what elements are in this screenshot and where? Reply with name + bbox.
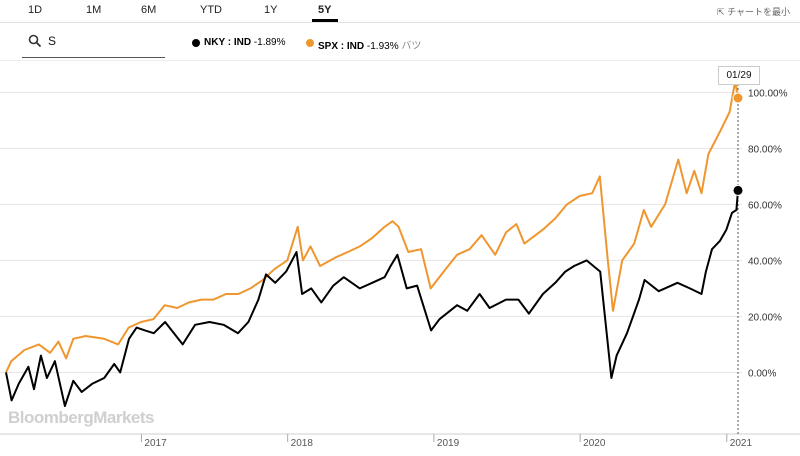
tab-1d[interactable]: 1D: [28, 4, 43, 16]
y-tick-label: 0.00%: [748, 368, 776, 379]
legend-spx-dot: [306, 39, 314, 47]
x-tick-label: 2017: [144, 438, 167, 449]
legend-nky-dot: [192, 39, 200, 47]
x-tick-label: 2019: [437, 438, 460, 449]
y-tick-label: 20.00%: [748, 312, 782, 323]
bloomberg-markets-watermark: BloombergMarkets: [8, 408, 154, 427]
header-divider: [0, 60, 800, 61]
search-icon: [28, 34, 42, 48]
crosshair-date-label: 01/29: [718, 66, 760, 85]
search-input-value: S: [48, 34, 57, 48]
y-tick-label: 60.00%: [748, 200, 782, 211]
minimize-chart-button[interactable]: ⇱ チャートを最小: [717, 5, 790, 18]
axis-layer: 0.00% 20.00% 40.00% 60.00% 80.00% 100.00% 2017…: [0, 84, 800, 449]
legend-nky-change: -1.89%: [253, 37, 286, 48]
legend-nky-label: NKY : IND: [204, 37, 252, 48]
tab-1y[interactable]: 1Y: [264, 4, 278, 16]
tab-1m[interactable]: 1M: [86, 4, 102, 16]
legend-spx-remove-button[interactable]: バツ: [401, 41, 422, 52]
range-tabbar: 1D 1M 6M YTD 1Y 5Y ⇱ チャートを最小: [0, 0, 800, 23]
legend-spx-label: SPX : IND: [318, 41, 365, 52]
active-tab-indicator: [312, 19, 338, 22]
legend-spx-change: -1.93%: [366, 41, 399, 52]
y-tick-label: 100.00%: [748, 88, 788, 99]
spx-last-point: [732, 92, 744, 104]
nky-last-point: [732, 184, 744, 196]
x-tick-label: 2020: [583, 438, 606, 449]
y-tick-label: 80.00%: [748, 144, 782, 155]
spx-series-line: [5, 80, 739, 373]
tab-6m[interactable]: 6M: [141, 4, 157, 16]
x-tick-label: 2021: [730, 438, 753, 449]
y-tick-label: 40.00%: [748, 256, 782, 267]
tab-ytd[interactable]: YTD: [200, 4, 222, 16]
collapse-icon: ⇱: [717, 7, 728, 17]
minimize-chart-label: チャートを最小: [727, 7, 790, 17]
symbol-search-input[interactable]: S: [22, 29, 165, 58]
nky-series-line: [5, 190, 739, 407]
tab-5y[interactable]: 5Y: [318, 4, 332, 16]
grid-layer: [0, 91, 742, 373]
x-tick-label: 2018: [291, 438, 314, 449]
series-layer: [5, 80, 744, 407]
